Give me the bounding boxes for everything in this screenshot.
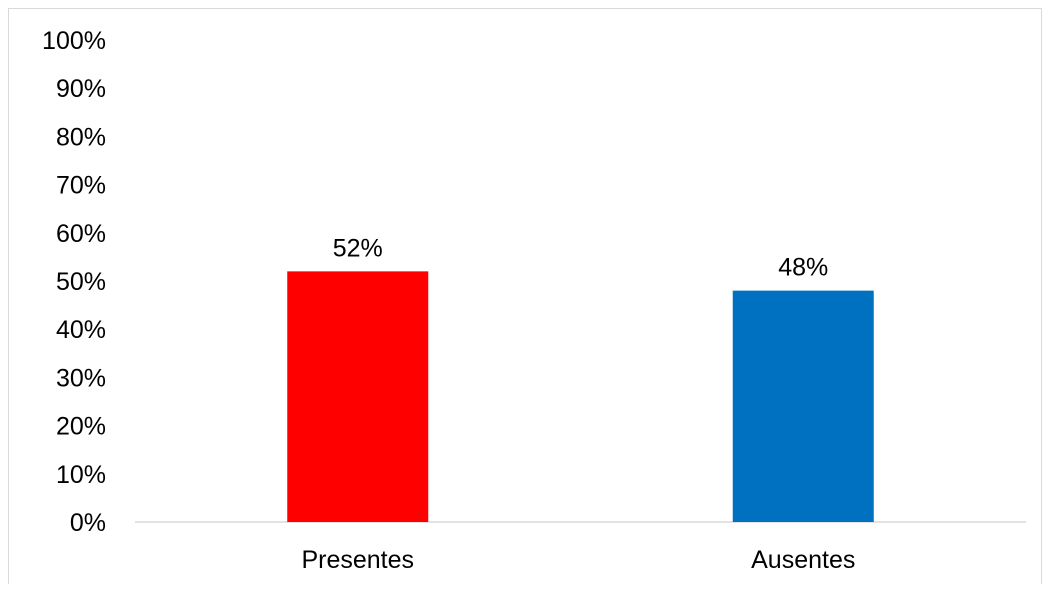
- x-tick-label-ausentes: Ausentes: [751, 546, 855, 574]
- x-tick-label-presentes: Presentes: [301, 546, 414, 574]
- y-tick-label: 20%: [56, 413, 106, 441]
- y-tick-label: 30%: [56, 364, 106, 392]
- y-tick-label: 70%: [56, 172, 106, 200]
- y-tick-label: 80%: [56, 123, 106, 151]
- y-tick-label: 90%: [56, 75, 106, 103]
- y-tick-label: 40%: [56, 316, 106, 344]
- bars: [287, 271, 874, 522]
- bar-ausentes: [732, 290, 874, 522]
- y-axis-ticks: 0% 10% 20% 30% 40% 50% 60% 70% 80% 90% 100%: [42, 27, 106, 537]
- data-label-ausentes: 48%: [778, 254, 828, 282]
- y-tick-label: 50%: [56, 268, 106, 296]
- y-tick-label: 60%: [56, 220, 106, 248]
- bar-presentes: [287, 271, 429, 522]
- chart-area: [8, 8, 1042, 584]
- y-tick-label: 100%: [42, 27, 106, 55]
- data-label-presentes: 52%: [333, 234, 383, 262]
- x-axis-labels: Presentes Ausentes: [301, 546, 855, 574]
- y-tick-label: 0%: [70, 509, 106, 537]
- data-labels: 52% 48%: [333, 234, 829, 281]
- y-tick-label: 10%: [56, 461, 106, 489]
